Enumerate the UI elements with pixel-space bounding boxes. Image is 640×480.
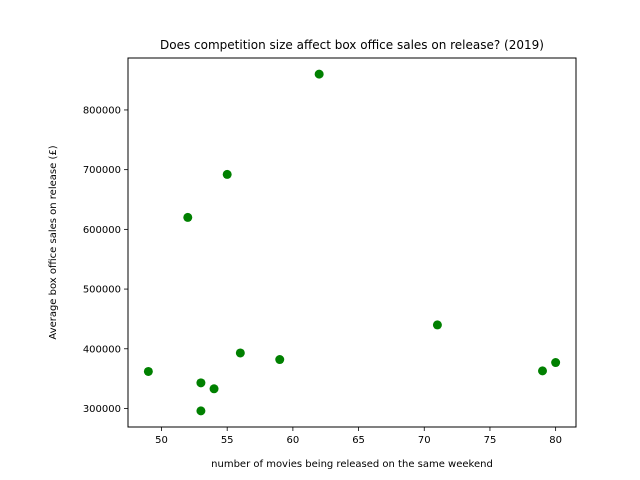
data-point xyxy=(432,320,442,330)
x-tick-label: 50 xyxy=(155,435,168,446)
y-axis-title: Average box office sales on release (£) xyxy=(48,145,59,339)
data-point xyxy=(551,358,561,368)
y-tick-label: 300000 xyxy=(83,404,121,415)
data-point xyxy=(538,366,547,376)
plot-frame xyxy=(127,57,577,428)
x-tick-label: 60 xyxy=(287,435,300,446)
data-points xyxy=(143,69,561,416)
y-tick-label: 500000 xyxy=(83,285,121,296)
x-tick-label: 75 xyxy=(484,435,497,446)
x-tick-label: 55 xyxy=(221,435,234,446)
x-tick-label: 70 xyxy=(418,435,431,446)
data-point xyxy=(275,355,285,365)
data-point xyxy=(314,69,324,79)
y-tick-label: 600000 xyxy=(83,225,121,236)
data-point xyxy=(222,169,232,179)
plot-area xyxy=(127,57,577,428)
chart-title: Does competition size affect box office … xyxy=(160,38,544,52)
data-point xyxy=(196,406,206,416)
y-axis-ticks: 300000 400000 500000 600000 700000 800000 xyxy=(83,105,128,415)
x-axis-ticks: 50 55 60 65 70 75 80 xyxy=(155,427,562,446)
x-tick-label: 80 xyxy=(549,435,562,446)
y-tick-label: 800000 xyxy=(83,105,121,116)
data-point xyxy=(209,384,219,394)
y-tick-label: 400000 xyxy=(83,344,121,355)
data-point xyxy=(235,348,245,358)
data-point xyxy=(196,378,206,388)
y-tick-label: 700000 xyxy=(83,165,121,176)
x-axis-title: number of movies being released on the s… xyxy=(211,459,493,470)
data-point xyxy=(143,366,153,376)
data-point xyxy=(183,212,193,222)
x-tick-label: 65 xyxy=(352,435,365,446)
